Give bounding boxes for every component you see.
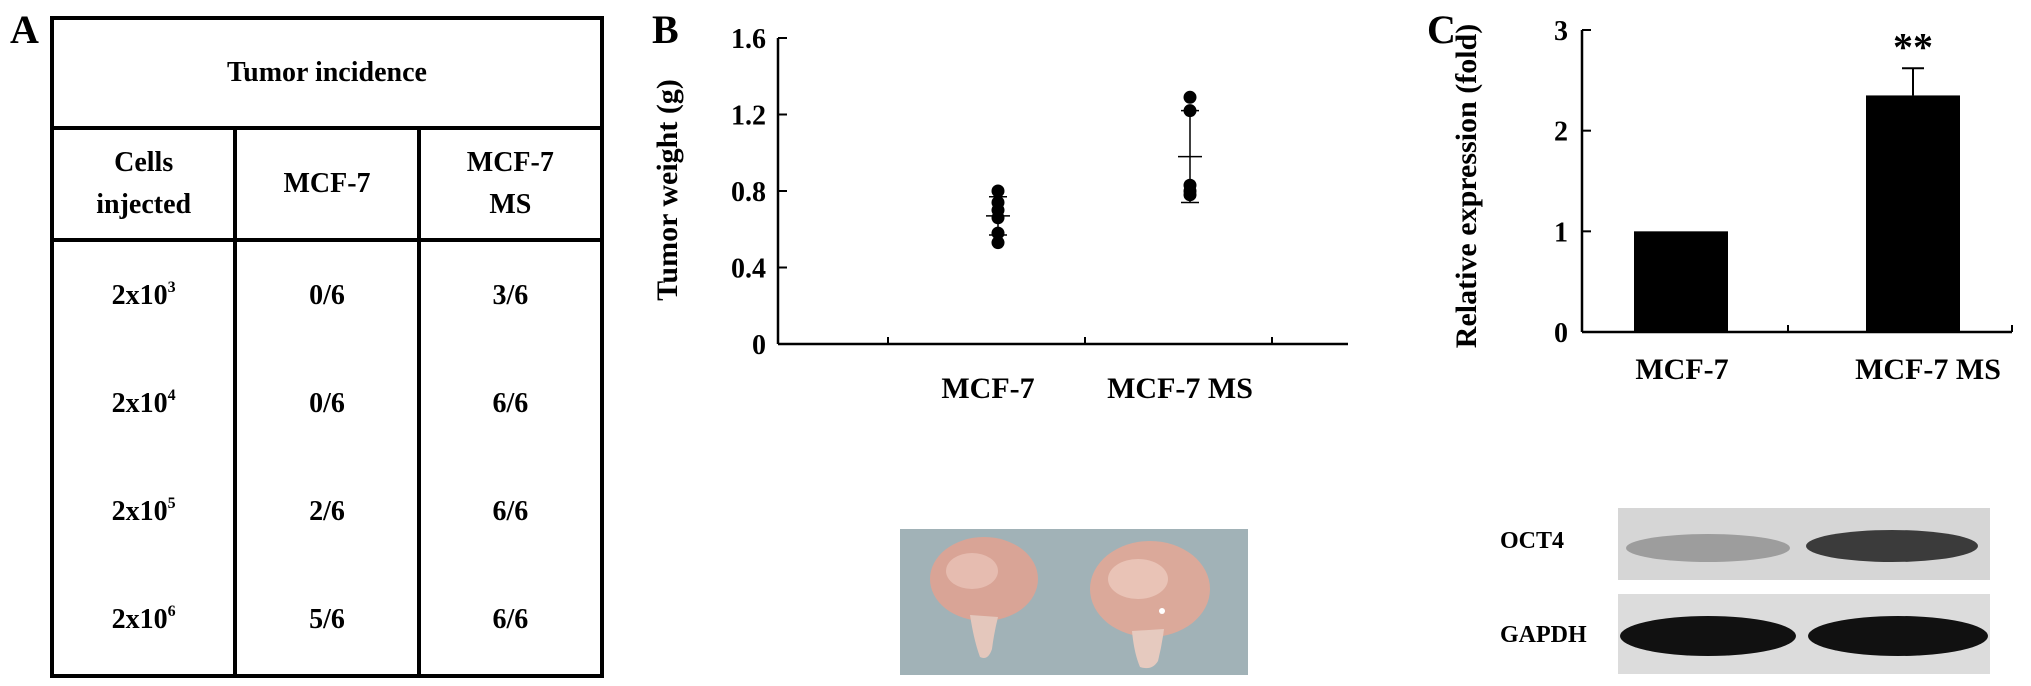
tumor-weight-chart: 0 0.4 0.8 1.2 1.6 MCF-7 MCF-7 MS Tumor weight (… xyxy=(651,24,1348,405)
cells-value: 2x103 xyxy=(111,279,176,312)
blot-oct4 xyxy=(1618,508,1990,580)
relative-expression-chart: 0 1 2 3 ** MCF-7 MCF-7 MS Relative expression (… xyxy=(1450,16,2013,386)
header-cells-injected: Cells injected xyxy=(49,126,238,242)
mcf7-value: 5/6 xyxy=(309,604,345,635)
y-tick-label: 0 xyxy=(752,330,766,361)
panel-letter-a: A xyxy=(10,7,39,52)
blot-label-gapdh: GAPDH xyxy=(1500,622,1587,648)
data-point xyxy=(991,236,1005,250)
mcf7-value: 0/6 xyxy=(309,280,345,311)
y-tick-label: 1.6 xyxy=(731,24,766,55)
mcf7ms-value: 3/6 xyxy=(492,280,529,311)
tumor-mcf7ms-stalk xyxy=(1132,629,1164,669)
band-oct4-mcf7ms xyxy=(1806,530,1978,562)
data-point xyxy=(1183,104,1197,118)
table-title: Tumor incidence xyxy=(50,16,604,130)
cells-value: 2x104 xyxy=(111,387,176,420)
panel-letter-c: C xyxy=(1427,7,1456,52)
mcf7-value: 2/6 xyxy=(309,496,345,527)
band-oct4-mcf7 xyxy=(1626,534,1790,562)
cells-injected-column: 2x103 2x104 2x105 2x106 xyxy=(49,238,238,678)
tumor-glare xyxy=(1159,608,1165,614)
y-axis-label: Relative expression (fold) xyxy=(1450,24,1483,348)
y-tick-label: 0.8 xyxy=(731,177,766,208)
x-tick-label: MCF-7 xyxy=(1635,353,1728,386)
tumor-photo xyxy=(900,529,1248,675)
panel-letter-b: B xyxy=(652,7,679,52)
data-point xyxy=(991,184,1005,198)
data-point xyxy=(1183,188,1197,202)
tumor-mcf7-highlight xyxy=(946,553,998,589)
band-gapdh-mcf7 xyxy=(1620,616,1796,656)
header-mcf7ms-line1: MCF-7 xyxy=(466,147,554,178)
header-cells-line1: Cells xyxy=(114,147,174,178)
x-tick-label: MCF-7 MS xyxy=(1855,353,2001,386)
blot-label-oct4: OCT4 xyxy=(1500,528,1565,554)
tumor-incidence-table: Tumor incidence Cells injected MCF-7 MCF… xyxy=(49,16,605,678)
header-mcf7: MCF-7 xyxy=(233,126,421,242)
data-point xyxy=(991,211,1005,225)
cells-value: 2x105 xyxy=(111,495,176,528)
x-tick-label: MCF-7 MS xyxy=(1107,372,1253,405)
header-mcf7ms: MCF-7 MS xyxy=(416,126,605,242)
mcf7-column: 0/6 0/6 2/6 5/6 xyxy=(233,238,421,678)
header-cells-line2: injected xyxy=(96,189,192,220)
band-gapdh-mcf7ms xyxy=(1808,616,1988,656)
x-tick-label: MCF-7 xyxy=(941,372,1034,405)
mcf7ms-column: 3/6 6/6 6/6 6/6 xyxy=(416,238,605,678)
cells-value: 2x106 xyxy=(111,603,176,636)
tumor-mcf7ms-highlight xyxy=(1108,559,1168,599)
header-mcf7ms-line2: MS xyxy=(489,189,532,220)
mcf7ms-value: 6/6 xyxy=(492,388,529,419)
data-point xyxy=(991,226,1005,240)
y-tick-label: 2 xyxy=(1554,117,1568,148)
significance-label: ** xyxy=(1893,24,1933,69)
tumor-mcf7-stalk xyxy=(970,615,998,658)
bar xyxy=(1634,231,1728,332)
blot-gapdh xyxy=(1618,594,1990,674)
mcf7ms-value: 6/6 xyxy=(492,604,529,635)
mcf7-value: 0/6 xyxy=(309,388,345,419)
y-tick-label: 0 xyxy=(1554,318,1568,349)
mcf7ms-value: 6/6 xyxy=(492,496,529,527)
data-point xyxy=(1183,90,1197,104)
y-tick-label: 1.2 xyxy=(731,101,766,132)
y-tick-label: 3 xyxy=(1554,16,1568,47)
y-tick-label: 1 xyxy=(1554,217,1568,248)
y-tick-label: 0.4 xyxy=(731,254,766,285)
bar xyxy=(1866,95,1960,332)
y-axis-label: Tumor weight (g) xyxy=(651,79,684,301)
